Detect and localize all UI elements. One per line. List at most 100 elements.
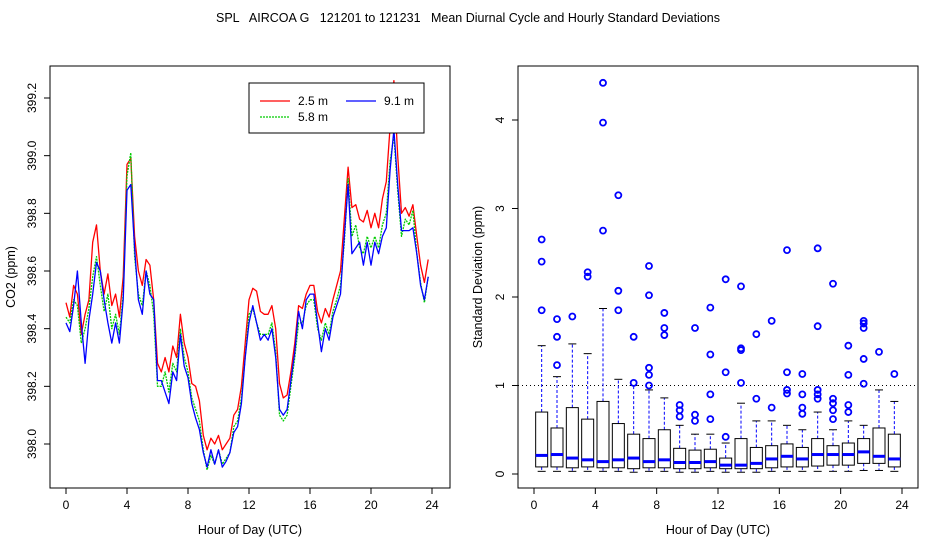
box-hour: [673, 401, 687, 473]
box-iqr: [734, 438, 748, 470]
x-tick-label: 12: [711, 498, 725, 512]
outlier-point: [798, 403, 807, 412]
outlier-point: [537, 306, 546, 315]
plot-frame: [49, 65, 451, 489]
box-iqr: [642, 438, 656, 469]
outlier-point: [752, 394, 761, 403]
box-hour: [841, 341, 855, 472]
box-hour: [535, 235, 549, 472]
outlier-point: [706, 415, 715, 424]
box-iqr: [795, 446, 809, 468]
box-iqr: [581, 418, 595, 468]
outlier-point: [783, 368, 791, 377]
box-hour: [872, 347, 886, 471]
box-hour: [550, 315, 564, 472]
box-hour: [749, 330, 763, 473]
outlier-point: [767, 316, 776, 325]
box-hour: [596, 78, 610, 472]
box-iqr: [565, 407, 579, 469]
outlier-point: [859, 316, 868, 325]
legend: 2.5 m 9.1 m 5.8 m: [248, 82, 425, 134]
outlier-point: [675, 412, 684, 421]
y-tick-label: 398.2: [25, 371, 39, 401]
x-tick-label: 24: [895, 498, 909, 512]
box-iqr: [872, 427, 886, 464]
box-iqr: [611, 423, 625, 469]
x-tick-label: 4: [592, 498, 599, 512]
outlier-point: [706, 303, 715, 312]
y-tick-label: 1: [493, 382, 507, 389]
box-iqr: [811, 438, 825, 467]
outlier-point: [798, 370, 807, 378]
x-tick-label: 8: [653, 498, 660, 512]
box-iqr: [887, 433, 901, 468]
y-tick-label: 398.8: [25, 198, 39, 228]
x-tick-label: 12: [242, 498, 256, 512]
outlier-point: [859, 319, 868, 328]
outlier-point: [798, 409, 807, 418]
outlier-point: [599, 118, 607, 127]
outlier-point: [737, 378, 745, 387]
outlier-point: [783, 246, 791, 254]
x-tick-label: 8: [185, 498, 192, 512]
box-hour: [657, 309, 671, 472]
outlier-point: [829, 399, 837, 408]
outlier-point: [553, 315, 561, 324]
outlier-point: [813, 322, 822, 331]
x-tick-label: 16: [773, 498, 787, 512]
x-tick-label: 4: [124, 498, 131, 512]
outlier-point: [844, 341, 853, 350]
y-tick-label: 399.2: [25, 83, 39, 113]
box-hour: [719, 275, 733, 473]
outlier-point: [706, 350, 715, 359]
outlier-point: [660, 331, 669, 339]
outlier-point: [537, 257, 546, 266]
outlier-point: [829, 279, 837, 288]
outlier-point: [691, 416, 699, 425]
x-tick-label: 20: [834, 498, 848, 512]
box-iqr: [673, 447, 687, 470]
legend-label: 9.1 m: [384, 94, 414, 108]
outlier-point: [629, 332, 638, 341]
outlier-point: [645, 370, 653, 379]
outlier-point: [614, 286, 623, 295]
box-iqr: [535, 411, 549, 468]
outlier-point: [844, 370, 853, 379]
outlier-point: [783, 389, 791, 398]
outlier-point: [614, 191, 623, 200]
outlier-point: [721, 275, 730, 284]
y-tick-label: 398.4: [25, 313, 39, 343]
y-axis-label: CO2 (ppm): [4, 246, 18, 308]
outlier-point: [859, 324, 868, 332]
outlier-point: [583, 268, 592, 277]
box-iqr: [657, 429, 671, 469]
box-iqr: [703, 448, 717, 469]
x-tick-label: 20: [364, 498, 378, 512]
outlier-point: [645, 381, 653, 390]
legend-label: 5.8 m: [298, 110, 328, 124]
outlier-point: [553, 332, 561, 341]
figure-title: SPL AIRCOA G 121201 to 121231 Mean Diurn…: [216, 11, 720, 25]
outlier-point: [813, 390, 822, 399]
outlier-point: [691, 324, 699, 332]
box-iqr: [765, 445, 779, 469]
box-hour: [765, 316, 779, 472]
outlier-point: [783, 386, 791, 394]
y-tick-label: 399.0: [25, 140, 39, 170]
outlier-point: [890, 370, 899, 378]
outlier-point: [829, 394, 837, 403]
x-tick-label: 0: [63, 498, 70, 512]
outlier-point: [829, 406, 837, 415]
outlier-point: [583, 272, 592, 281]
outlier-point: [660, 309, 669, 317]
outlier-point: [629, 378, 638, 387]
box-hour: [688, 324, 702, 473]
box-hour: [887, 370, 901, 472]
outlier-point: [675, 401, 684, 409]
outlier-point: [691, 410, 699, 419]
outlier-point: [875, 347, 883, 356]
outlier-point: [752, 330, 761, 339]
y-tick-label: 3: [493, 205, 507, 212]
x-tick-label: 0: [531, 498, 538, 512]
